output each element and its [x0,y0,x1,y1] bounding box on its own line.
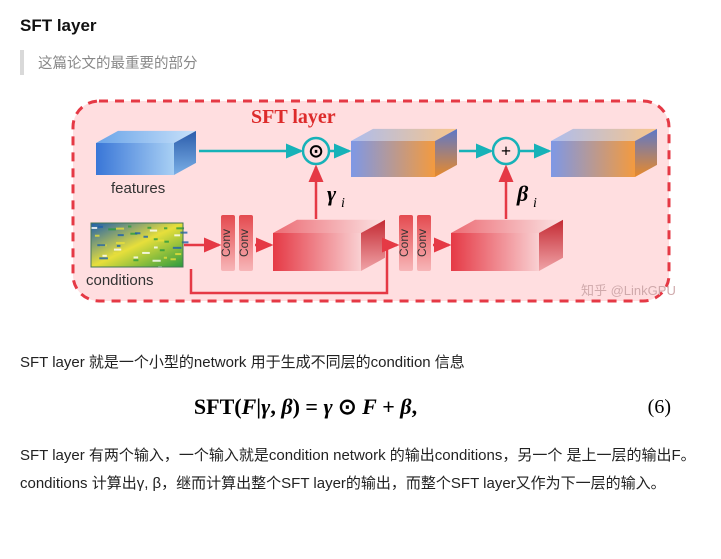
svg-text:i: i [341,196,345,211]
svg-text:i: i [533,196,537,211]
svg-text:γ: γ [327,181,337,206]
svg-text:conditions: conditions [86,272,154,289]
equation-row: SFT(F|γ, β) = γ ⊙ F + β, (6) [20,394,701,420]
svg-text:+: + [500,141,510,161]
svg-text:β: β [516,181,529,206]
svg-text:features: features [111,180,165,197]
svg-text:知乎 @LinkGPU: 知乎 @LinkGPU [581,283,676,298]
svg-text:Conv: Conv [415,229,429,257]
sft-layer-figure: SFT layer features conditions Conv Conv Conv C… [20,93,701,341]
figure-caption: SFT layer 就是一个小型的network 用于生成不同层的conditi… [20,351,701,372]
svg-text:⊙: ⊙ [308,141,323,161]
sft-diagram: SFT layer features conditions Conv Conv Conv C… [41,93,681,323]
equation-number: (6) [591,396,701,419]
svg-text:Conv: Conv [237,229,251,257]
svg-text:SFT layer: SFT layer [251,106,336,128]
svg-text:Conv: Conv [219,229,233,257]
section-heading: SFT layer [20,16,701,36]
equation-body: SFT(F|γ, β) = γ ⊙ F + β, [20,394,591,420]
blockquote: 这篇论文的最重要的部分 [20,50,701,75]
paragraph-body: SFT layer 有两个输入，一个输入就是condition network … [20,442,701,498]
svg-text:Conv: Conv [397,229,411,257]
